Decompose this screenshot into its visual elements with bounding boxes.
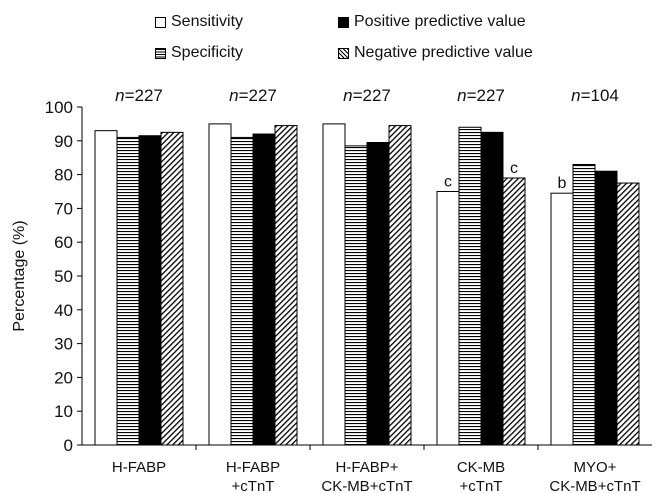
n-label: n=104 — [571, 86, 619, 105]
bar-horizontal-3 — [458, 126, 482, 446]
bar-horizontal-0 — [116, 136, 140, 446]
axes: 0 10 20 30 40 50 60 70 80 90 100 Percentage (%) — [11, 98, 652, 455]
legend-swatch-ppv — [338, 16, 349, 28]
n-label-value: =104 — [581, 86, 619, 105]
bar-white-4 — [550, 192, 574, 446]
x-tick-label: +cTnT — [232, 478, 275, 494]
n-label: n=227 — [343, 86, 391, 105]
y-tick-label: 30 — [54, 335, 73, 354]
bar-annotation: b — [558, 175, 567, 192]
bar-diagonal-4 — [616, 182, 640, 446]
y-tick-label: 20 — [54, 368, 73, 387]
bar-white-3 — [436, 191, 460, 446]
n-label: n=227 — [457, 86, 505, 105]
bar-white-2 — [322, 123, 346, 446]
x-tick-label: CK-MB+cTnT — [321, 478, 412, 494]
bar-black-3 — [480, 131, 504, 446]
bar-diagonal-1 — [274, 125, 298, 446]
x-tick-label: CK-MB — [457, 459, 505, 476]
y-tick-label: 50 — [54, 267, 73, 286]
bar-horizontal-1 — [230, 136, 254, 446]
legend-label-ppv: Positive predictive value — [354, 13, 526, 30]
bar-black-2 — [366, 141, 390, 446]
n-label-prefix: n — [115, 86, 124, 105]
y-tick-label: 70 — [54, 199, 73, 218]
legend-item-sensitivity: Sensitivity — [155, 13, 243, 31]
legend-label-specificity: Specificity — [171, 44, 244, 61]
bar-black-1 — [252, 133, 276, 446]
x-tick-label: MYO+ — [574, 459, 617, 476]
legend-item-npv: Negative predictive value — [338, 44, 533, 62]
x-tick-label: CK-MB+cTnT — [549, 478, 640, 494]
x-tick-label: H-FABP+ — [336, 459, 399, 476]
n-label-value: =227 — [239, 86, 277, 105]
y-tick-label: 90 — [54, 132, 73, 151]
bar-diagonal-0 — [160, 131, 184, 446]
n-label: n=227 — [229, 86, 277, 105]
y-axis-title: Percentage (%) — [11, 220, 28, 331]
n-label-value: =227 — [467, 86, 505, 105]
y-tick-label: 10 — [54, 402, 73, 421]
bar-black-4 — [594, 170, 618, 446]
bar-diagonal-3 — [502, 177, 526, 446]
n-label-prefix: n — [457, 86, 466, 105]
bar-annotation: c — [444, 174, 452, 191]
x-tick-label: H-FABP — [226, 459, 280, 476]
bar-white-1 — [208, 123, 232, 446]
legend-item-ppv: Positive predictive value — [338, 13, 526, 31]
labels: n=227H-FABPn=227H-FABP+cTnTn=227H-FABP+C… — [112, 86, 641, 494]
legend-item-specificity: Specificity — [155, 44, 243, 62]
bar-white-0 — [94, 130, 118, 446]
y-tick-label: 80 — [54, 166, 73, 185]
n-label-value: =227 — [125, 86, 163, 105]
bar-horizontal-4 — [572, 163, 596, 446]
x-tick-label: H-FABP — [112, 459, 166, 476]
x-tick-label: +cTnT — [460, 478, 503, 494]
bars — [94, 123, 640, 446]
legend-label-npv: Negative predictive value — [354, 44, 533, 61]
n-label: n=227 — [115, 86, 163, 105]
n-label-value: =227 — [353, 86, 391, 105]
y-tick-label: 0 — [64, 436, 73, 455]
bar-black-0 — [138, 135, 162, 446]
y-tick-label: 100 — [45, 98, 73, 117]
n-label-prefix: n — [343, 86, 352, 105]
y-tick-label: 60 — [54, 233, 73, 252]
legend-swatch-sensitivity — [155, 16, 166, 28]
n-label-prefix: n — [571, 86, 580, 105]
legend-swatch-npv — [338, 47, 349, 59]
bar-annotation: c — [510, 160, 518, 177]
y-tick-label: 40 — [54, 301, 73, 320]
legend-swatch-specificity — [155, 47, 166, 59]
bar-diagonal-2 — [388, 125, 412, 446]
n-label-prefix: n — [229, 86, 238, 105]
bar-horizontal-2 — [344, 145, 368, 446]
legend-label-sensitivity: Sensitivity — [171, 13, 244, 30]
